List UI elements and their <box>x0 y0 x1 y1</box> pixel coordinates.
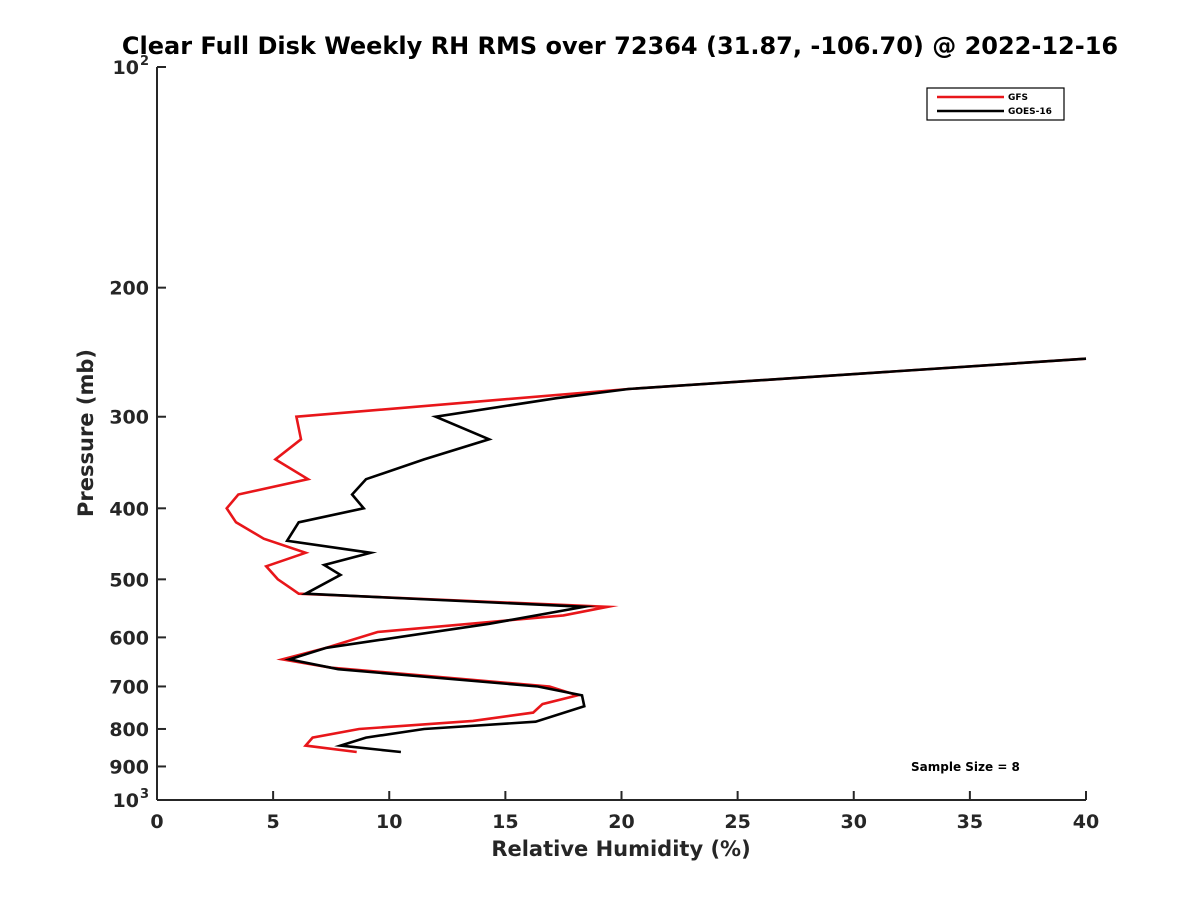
x-axis-label: Relative Humidity (%) <box>491 837 750 861</box>
series-layer <box>225 357 1087 754</box>
y-tick-exponent: 2 <box>140 54 149 69</box>
y-tick-label: 300 <box>109 407 149 429</box>
y-tick-label: 500 <box>109 569 149 591</box>
y-tick-label: 400 <box>109 498 149 520</box>
legend-box <box>926 87 1065 121</box>
y-tick-label: 10 <box>113 57 139 79</box>
y-tick-label: 10 <box>113 790 139 812</box>
legend-label: GFS <box>1008 93 1028 103</box>
sample-size-annotation: Sample Size = 8 <box>911 760 1020 774</box>
y-tick-label: 900 <box>109 756 149 778</box>
legend: GFS GOES-16 <box>926 87 1065 121</box>
chart-title: Clear Full Disk Weekly RH RMS over 72364… <box>122 32 1118 60</box>
x-tick-label: 35 <box>957 811 983 833</box>
y-axis-label: Pressure (mb) <box>74 349 98 517</box>
series-line-goes-16 <box>284 357 1087 754</box>
y-tick-label: 200 <box>109 278 149 300</box>
y-tick-label: 700 <box>109 676 149 698</box>
y-tick-base: 10 <box>113 57 139 79</box>
legend-label: GOES-16 <box>1008 107 1052 117</box>
x-tick-label: 30 <box>841 811 867 833</box>
x-tick-label: 0 <box>150 811 163 833</box>
x-tick-group: 0 5 10 15 20 25 30 35 40 <box>150 791 1099 833</box>
x-tick-label: 10 <box>376 811 402 833</box>
x-tick-label: 25 <box>724 811 750 833</box>
y-tick-base: 10 <box>113 790 139 812</box>
y-tick-exponent: 3 <box>140 787 149 802</box>
plot-area <box>157 67 1086 800</box>
x-tick-label: 40 <box>1073 811 1099 833</box>
y-tick-label: 800 <box>109 719 149 741</box>
x-tick-label: 15 <box>492 811 518 833</box>
x-tick-label: 20 <box>608 811 634 833</box>
x-tick-label: 5 <box>267 811 280 833</box>
y-tick-label: 600 <box>109 627 149 649</box>
